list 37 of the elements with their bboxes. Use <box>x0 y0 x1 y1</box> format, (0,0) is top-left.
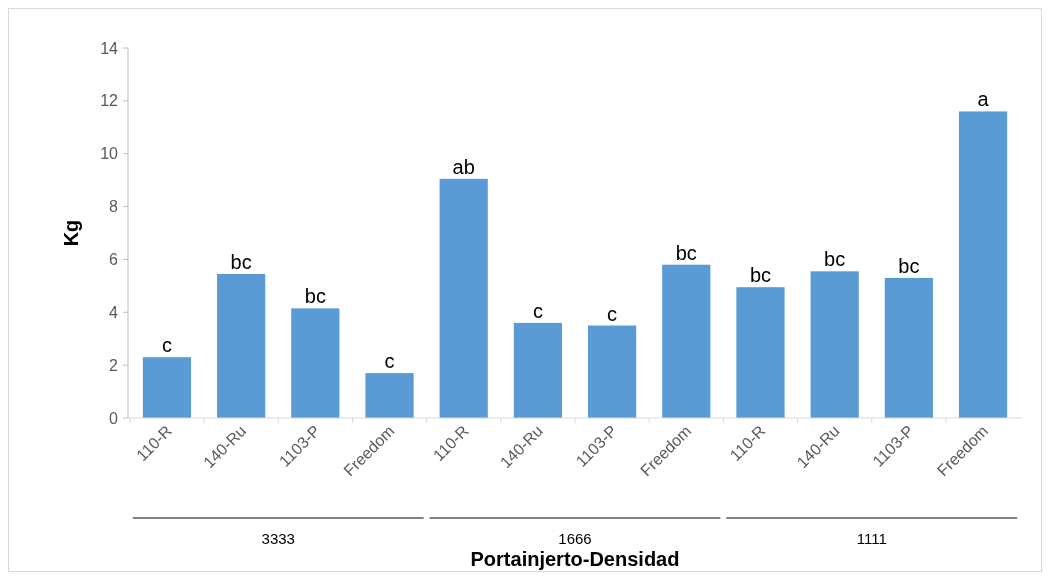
bar <box>884 277 933 418</box>
data-label: c <box>607 302 618 325</box>
bar <box>810 271 859 418</box>
y-axis-title: Kg <box>60 219 82 247</box>
bar <box>142 357 192 418</box>
data-label: a <box>977 88 990 111</box>
bar <box>513 322 563 418</box>
bar <box>958 111 1008 418</box>
y-tick-label: 12 <box>100 92 119 110</box>
x-axis-title: Portainjerto-Densidad <box>470 548 680 570</box>
y-tick-label: 14 <box>100 39 119 57</box>
bar <box>217 273 266 418</box>
data-label: bc <box>230 250 252 273</box>
y-tick-label: 10 <box>100 145 119 163</box>
text: 1111 <box>856 530 887 547</box>
y-tick-label: 0 <box>109 409 119 427</box>
bar <box>736 287 785 418</box>
y-tick-label: 4 <box>109 303 119 321</box>
data-label: c <box>532 299 543 322</box>
bar <box>291 308 340 418</box>
data-label: bc <box>824 248 846 271</box>
bar <box>587 325 637 418</box>
bar <box>439 178 488 418</box>
data-label: c <box>384 350 395 373</box>
data-label: bc <box>675 241 697 264</box>
bar <box>365 373 414 418</box>
text: 3333 <box>261 530 295 547</box>
data-label: ab <box>452 155 475 178</box>
text: 1666 <box>558 530 592 547</box>
y-tick-label: 2 <box>109 356 119 374</box>
data-label: bc <box>304 285 326 308</box>
data-label: bc <box>749 264 772 287</box>
bar <box>662 264 711 418</box>
y-tick-label: 8 <box>109 198 119 216</box>
data-label: bc <box>898 254 920 277</box>
data-label: c <box>161 334 172 357</box>
y-tick-label: 6 <box>109 251 119 269</box>
